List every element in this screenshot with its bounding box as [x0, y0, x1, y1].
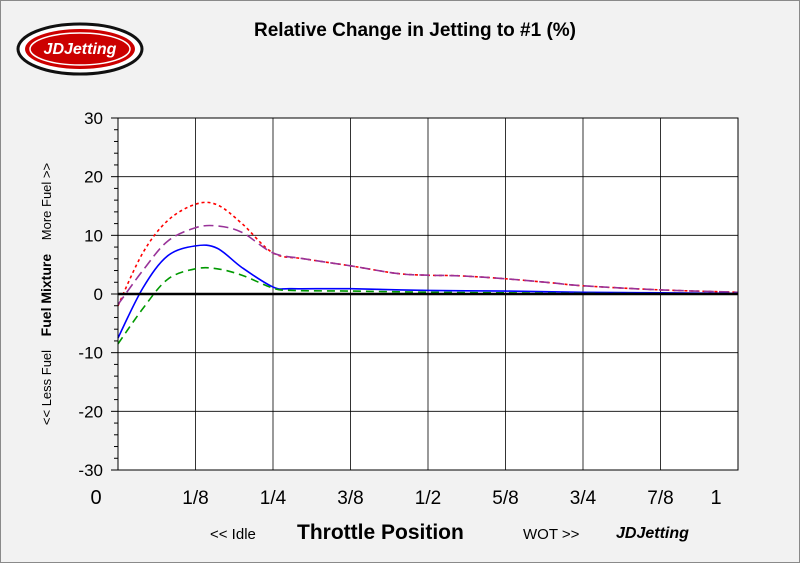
x-label-brand: JDJetting: [616, 525, 689, 542]
series-line-3: [117, 244, 739, 339]
x-label-main: Throttle Position: [297, 521, 464, 544]
x-tick-label: 1/2: [415, 488, 441, 509]
y-tick-label: 20: [84, 168, 103, 187]
x-tick-label: 7/8: [647, 488, 673, 509]
y-tick-label: 0: [94, 285, 103, 304]
y-label-more: More Fuel >>: [39, 162, 54, 241]
y-tick-label: -30: [78, 461, 103, 480]
y-tick-label: -20: [78, 402, 103, 421]
y-label-less: << Less Fuel: [39, 349, 54, 426]
x-tick-label: 1/8: [182, 488, 208, 509]
y-label-main: Fuel Mixture: [38, 253, 54, 337]
x-tick-label: 0: [90, 487, 101, 509]
x-tick-label: 5/8: [492, 488, 518, 509]
y-tick-label: 30: [84, 109, 103, 128]
x-tick-label: 1/4: [260, 488, 287, 509]
x-label-wot: WOT >>: [523, 526, 580, 543]
series-line-2: [117, 224, 739, 306]
y-axis-ticks: -30 -20 -10 0 10 20 30: [78, 109, 118, 480]
jdjetting-logo: JDJetting: [16, 22, 144, 76]
y-tick-label: 10: [84, 226, 103, 245]
chart-title: Relative Change in Jetting to #1 (%): [254, 20, 576, 41]
x-label-idle: << Idle: [210, 526, 256, 543]
x-tick-label: 3/8: [337, 488, 363, 509]
x-tick-label: 1: [710, 487, 721, 509]
x-tick-label: 3/4: [570, 488, 597, 509]
x-axis-ticks: 0 1/8 1/4 3/8 1/2 5/8 3/4 7/8 1: [90, 487, 721, 509]
y-tick-label: -10: [78, 344, 103, 363]
logo-text: JDJetting: [44, 41, 117, 58]
series-group: [117, 201, 739, 345]
